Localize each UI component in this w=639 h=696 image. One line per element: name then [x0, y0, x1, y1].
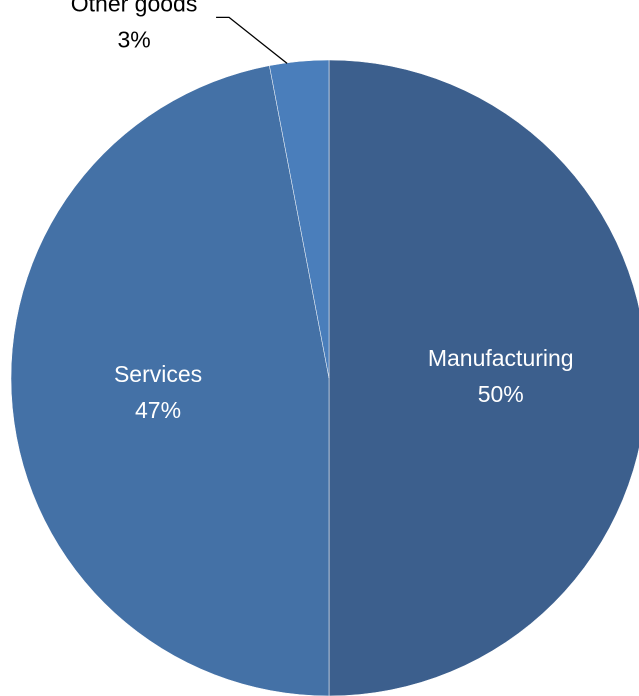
slice-value-label: 3%: [117, 26, 150, 52]
slice-label: Manufacturing: [428, 345, 574, 371]
slice-label: Other goods: [71, 0, 198, 16]
slice-value-label: 50%: [478, 381, 524, 407]
pie-slice: [328, 59, 639, 696]
slice-label: Services: [114, 361, 202, 387]
leader-line: [216, 16, 288, 64]
pie-slice: [269, 59, 330, 379]
slice-value-label: 47%: [135, 397, 181, 423]
pie-slice: [10, 65, 330, 696]
